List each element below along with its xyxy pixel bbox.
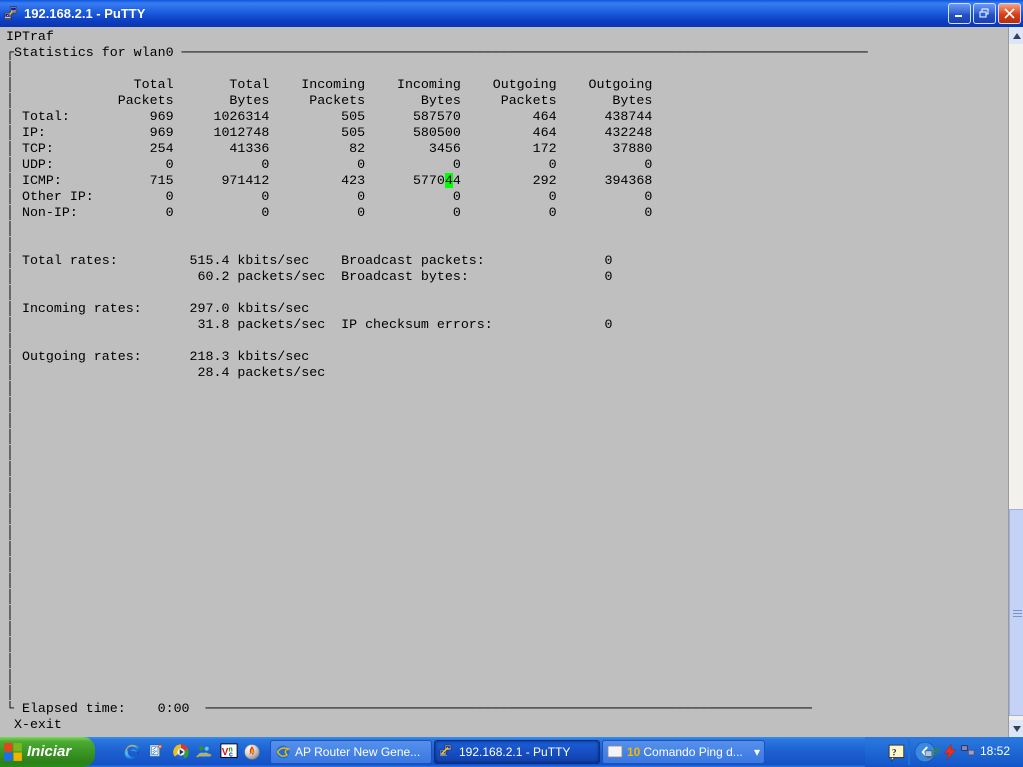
svg-text:c: c: [229, 749, 233, 758]
svg-text:?: ?: [892, 747, 897, 757]
